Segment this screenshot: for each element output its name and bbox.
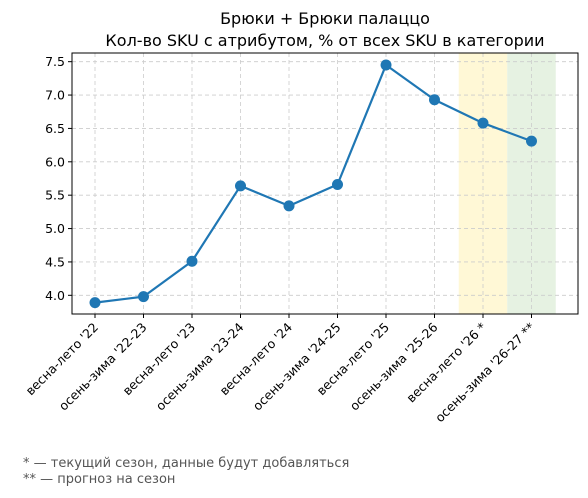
y-tick-label: 4.0 [45,288,65,303]
x-tick-label: осень-зима '22-23 [56,320,150,414]
data-point [429,94,440,106]
data-points [89,59,537,309]
plot-frame [71,52,579,315]
y-tick-label: 5.0 [45,221,65,236]
band-current-season [458,53,508,314]
y-tick-label: 7.0 [45,88,65,103]
band-forecast-season [507,53,556,314]
chart-title: Брюки + Брюки палаццо [220,9,430,28]
y-axis: 4.0 4.5 5.0 5.5 6.0 6.5 7.0 7.5 [45,54,72,303]
y-tick-label: 5.5 [45,188,65,203]
series-line [94,63,532,304]
data-point [283,200,295,212]
y-tick-label: 7.5 [45,54,65,69]
y-tick-label: 6.0 [45,154,65,169]
y-tick-label: 4.5 [45,254,65,269]
data-point [186,255,198,267]
data-point [332,179,343,191]
chart-subtitle: Кол-во SKU с атрибутом, % от всех SKU в … [105,31,544,50]
data-point [138,291,149,303]
data-point [380,59,392,71]
highlight-bands [458,53,556,314]
x-tick-label: осень-зима '26-27 ** [432,320,538,426]
footnote-forecast: ** — прогноз на сезон [23,472,176,487]
grid [72,53,578,314]
x-tick-label: осень-зима '23-24 [153,319,247,413]
y-tick-label: 6.5 [45,121,65,136]
footnote-current: * — текущий сезон, данные будут добавлят… [23,456,350,471]
x-tick-label: осень-зима '25-26 [347,319,441,413]
data-point [477,117,489,129]
x-tick-label: осень-зима '24-25 [250,320,344,414]
data-point [526,135,537,147]
data-point [89,297,101,309]
data-point [235,180,246,192]
